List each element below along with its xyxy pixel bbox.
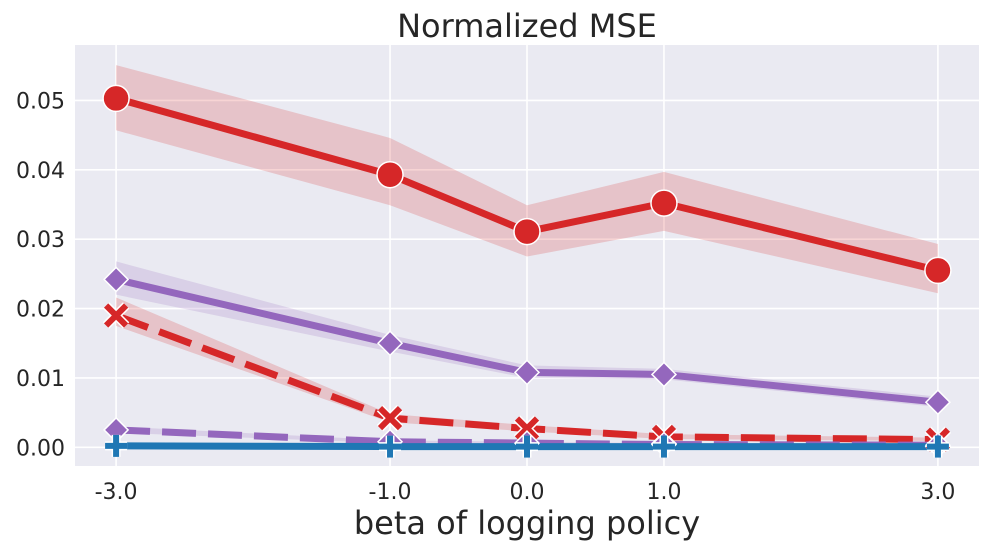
x-marker-stroke xyxy=(514,416,540,441)
plus-marker xyxy=(516,435,538,458)
circle-marker xyxy=(513,217,541,246)
y-tick-label: 0.00 xyxy=(16,436,65,461)
diamond-marker xyxy=(924,389,951,416)
plus-marker xyxy=(926,435,949,458)
y-tick-label: 0.01 xyxy=(16,367,65,392)
circle-marker xyxy=(650,189,678,217)
plus-marker xyxy=(652,435,675,458)
plus-marker xyxy=(379,435,402,458)
x-tick-label: -1.0 xyxy=(369,480,412,505)
x-marker-stroke xyxy=(377,406,403,431)
x-tick-label: 0.0 xyxy=(510,480,545,505)
x-tick-label: 1.0 xyxy=(646,480,681,505)
x-marker-stroke xyxy=(103,303,129,328)
y-tick-label: 0.03 xyxy=(16,228,65,253)
chart-title: Normalized MSE xyxy=(397,7,657,45)
y-tick-label: 0.05 xyxy=(16,89,65,114)
x-tick-label: 3.0 xyxy=(920,480,955,505)
confidence-band xyxy=(116,65,938,294)
plus-marker xyxy=(105,434,128,457)
diamond-marker xyxy=(513,359,541,386)
circle-marker xyxy=(102,84,130,113)
x-tick-label: -3.0 xyxy=(95,480,138,505)
y-tick-labels: 0.00 0.01 0.02 0.03 0.04 0.05 xyxy=(16,89,65,461)
x-tick-labels: -3.0 -1.0 0.0 1.0 3.0 xyxy=(95,480,956,505)
series-markers xyxy=(102,84,952,459)
x-axis-label: beta of logging policy xyxy=(354,504,700,542)
x-marker xyxy=(376,404,404,432)
diamond-marker xyxy=(376,330,404,357)
circle-marker xyxy=(376,160,404,189)
x-marker xyxy=(513,415,541,442)
circle-marker xyxy=(924,256,952,285)
diamond-marker xyxy=(650,361,678,388)
x-marker xyxy=(102,302,130,329)
diamond-marker xyxy=(103,266,130,293)
confidence-band xyxy=(116,297,938,442)
y-tick-label: 0.02 xyxy=(16,298,65,323)
y-tick-label: 0.04 xyxy=(16,159,65,184)
